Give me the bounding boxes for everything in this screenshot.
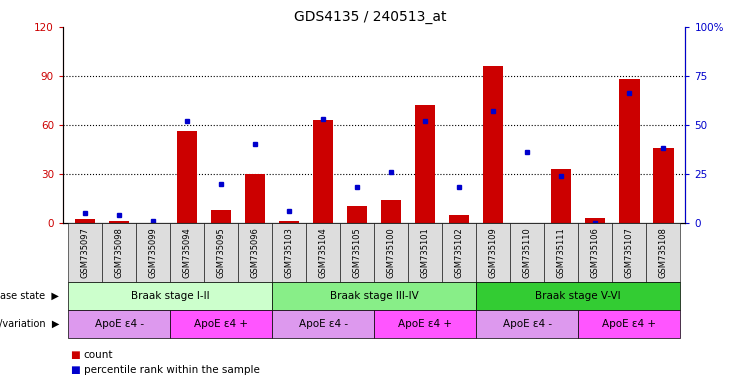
Text: GSM735100: GSM735100 [387, 227, 396, 278]
Text: Braak stage III-IV: Braak stage III-IV [330, 291, 419, 301]
Text: GSM735107: GSM735107 [625, 227, 634, 278]
Bar [313, 120, 333, 223]
Text: GSM735103: GSM735103 [285, 227, 293, 278]
Bar [449, 215, 470, 223]
Bar [415, 105, 436, 223]
Text: GDS4135 / 240513_at: GDS4135 / 240513_at [294, 10, 447, 23]
Bar [211, 210, 231, 223]
Text: ApoE ε4 +: ApoE ε4 + [398, 319, 452, 329]
Text: ApoE ε4 -: ApoE ε4 - [502, 319, 552, 329]
Text: GSM735094: GSM735094 [182, 227, 192, 278]
Text: genotype/variation  ▶: genotype/variation ▶ [0, 319, 59, 329]
Text: ■: ■ [70, 350, 80, 360]
Text: ■: ■ [70, 365, 80, 375]
Bar [177, 131, 197, 223]
Bar [619, 79, 639, 223]
Bar [245, 174, 265, 223]
Text: GSM735102: GSM735102 [455, 227, 464, 278]
Text: GSM735110: GSM735110 [522, 227, 532, 278]
Text: GSM735096: GSM735096 [250, 227, 259, 278]
Text: ApoE ε4 +: ApoE ε4 + [194, 319, 248, 329]
Bar [109, 221, 130, 223]
Bar [585, 218, 605, 223]
Text: ApoE ε4 -: ApoE ε4 - [299, 319, 348, 329]
Text: GSM735099: GSM735099 [149, 227, 158, 278]
Text: Braak stage I-II: Braak stage I-II [131, 291, 210, 301]
Text: disease state  ▶: disease state ▶ [0, 291, 59, 301]
Bar [653, 148, 674, 223]
Text: ApoE ε4 -: ApoE ε4 - [95, 319, 144, 329]
Text: ApoE ε4 +: ApoE ε4 + [602, 319, 657, 329]
Text: GSM735111: GSM735111 [556, 227, 566, 278]
Text: GSM735108: GSM735108 [659, 227, 668, 278]
Bar [483, 66, 503, 223]
Text: percentile rank within the sample: percentile rank within the sample [84, 365, 259, 375]
Text: GSM735097: GSM735097 [81, 227, 90, 278]
Bar [381, 200, 402, 223]
Text: GSM735109: GSM735109 [489, 227, 498, 278]
Text: GSM735105: GSM735105 [353, 227, 362, 278]
Bar [75, 220, 96, 223]
Bar [347, 207, 368, 223]
Bar [551, 169, 571, 223]
Text: GSM735106: GSM735106 [591, 227, 599, 278]
Text: count: count [84, 350, 113, 360]
Bar [279, 221, 299, 223]
Text: GSM735104: GSM735104 [319, 227, 328, 278]
Text: Braak stage V-VI: Braak stage V-VI [536, 291, 621, 301]
Text: GSM735101: GSM735101 [421, 227, 430, 278]
Text: GSM735098: GSM735098 [115, 227, 124, 278]
Text: GSM735095: GSM735095 [216, 227, 226, 278]
